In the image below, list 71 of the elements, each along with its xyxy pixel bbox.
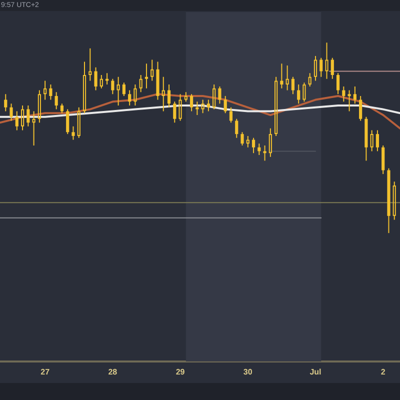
candlestick <box>280 63 284 89</box>
candlestick <box>359 95 362 122</box>
candlestick <box>263 144 266 162</box>
candlestick <box>4 94 8 112</box>
candlestick <box>167 84 171 108</box>
candlestick <box>291 76 295 95</box>
candlestick <box>376 130 380 152</box>
candlestick <box>382 144 385 175</box>
candlestick <box>82 61 86 114</box>
candlestick <box>60 103 64 114</box>
x-tick-label: 27 <box>40 367 50 376</box>
candlestick <box>240 132 244 146</box>
candlestick <box>20 104 24 131</box>
candlestick <box>134 84 137 106</box>
candlestick <box>246 135 250 148</box>
candlestick <box>162 76 165 112</box>
candlestick <box>26 104 30 127</box>
candlestick <box>144 63 148 89</box>
candlestick <box>224 95 227 114</box>
candlestick <box>392 181 396 220</box>
x-tick-label: 2 <box>380 367 386 376</box>
candlestick <box>49 84 52 100</box>
candlestick <box>116 76 120 106</box>
candlestick <box>10 103 13 122</box>
candlestick <box>54 92 58 110</box>
candlestick <box>348 90 351 112</box>
candlestick <box>353 86 356 104</box>
candlestick <box>32 110 36 146</box>
candlestick <box>15 110 18 131</box>
candlestick <box>325 42 328 80</box>
x-tick-label: Jul <box>310 367 322 376</box>
candlestick <box>252 137 256 154</box>
candlestick <box>274 76 278 136</box>
candlestick <box>190 94 194 112</box>
candlestick <box>330 57 334 80</box>
candlestick <box>88 48 92 82</box>
candlestick <box>229 106 233 124</box>
x-tick-label: 29 <box>176 367 186 376</box>
candlestick <box>122 82 126 96</box>
candlestick <box>150 59 154 82</box>
candlestick <box>302 82 306 102</box>
candlestick <box>196 101 199 116</box>
candlestick <box>314 55 318 82</box>
candlestick <box>320 57 323 78</box>
x-tick-label: 28 <box>108 367 118 376</box>
candlestick <box>94 66 98 91</box>
candlestick <box>342 86 346 102</box>
candlestick <box>286 65 289 91</box>
candlestick <box>370 130 374 152</box>
x-tick-label: 30 <box>243 367 253 376</box>
candlestick <box>212 84 216 110</box>
candlestick <box>206 99 210 112</box>
candlestick <box>336 72 340 95</box>
candlestick <box>235 118 238 138</box>
candlestick <box>66 108 70 135</box>
candlestick <box>38 90 41 124</box>
candlestick <box>308 72 312 87</box>
candlestick <box>184 92 188 102</box>
candlestick <box>173 101 176 124</box>
candlestick <box>100 74 103 89</box>
candlestick <box>44 80 47 100</box>
candlestick <box>139 74 142 93</box>
candlestick <box>268 128 272 158</box>
candlestick <box>201 99 204 114</box>
candlestick <box>297 84 300 104</box>
candlestick <box>128 90 132 106</box>
candlestick <box>72 126 75 140</box>
candlestick <box>178 94 182 122</box>
candlestick <box>77 106 80 138</box>
candlestick <box>218 86 222 104</box>
candlestick <box>111 78 114 95</box>
